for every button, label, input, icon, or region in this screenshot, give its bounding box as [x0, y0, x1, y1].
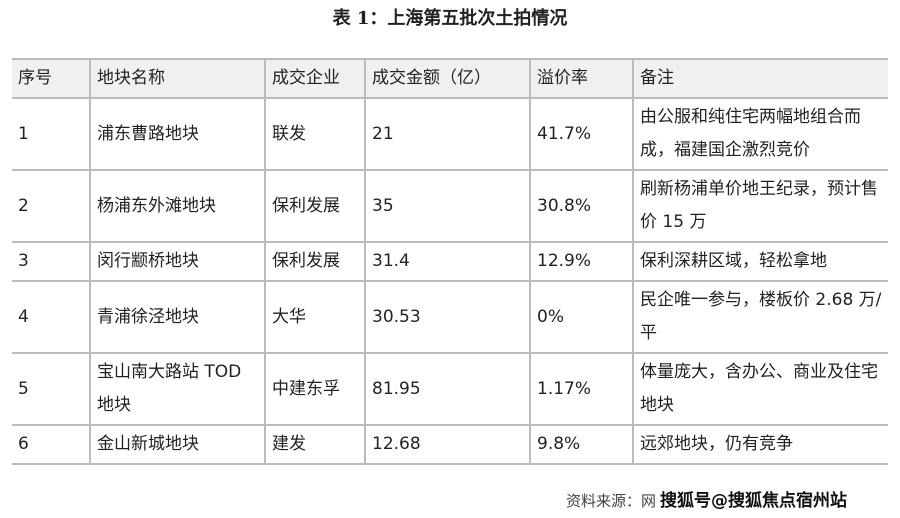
cell-amount: 35 — [364, 169, 530, 243]
cell-notes: 远郊地块，仍有竞争 — [632, 424, 888, 465]
cell-plot-name: 金山新城地块 — [89, 424, 265, 465]
table-row: 3 闵行颛桥地块 保利发展 31.4 12.9% 保利深耕区域，轻松拿地 — [12, 241, 888, 282]
cell-premium: 41.7% — [529, 97, 633, 171]
cell-company: 保利发展 — [264, 241, 365, 282]
header-notes: 备注 — [632, 58, 888, 99]
cell-notes: 刷新杨浦单价地王纪录，预计售价 15 万 — [632, 169, 888, 243]
cell-premium: 9.8% — [529, 424, 633, 465]
watermark: 搜狐号@搜狐焦点宿州站 — [660, 491, 848, 511]
land-auction-table: 序号 地块名称 成交企业 成交金额（亿） 溢价率 备注 1 浦东曹路地块 联发 21 4… — [12, 58, 888, 465]
table-row: 5 宝山南大路站 TOD 地块 中建东孚 81.95 1.17% 体量庞大，含办公、商业及… — [12, 352, 888, 426]
source-note: 资料来源：网 搜狐号@搜狐焦点宿州站 — [566, 486, 847, 511]
cell-company: 建发 — [264, 424, 365, 465]
header-index: 序号 — [12, 58, 90, 99]
cell-amount: 21 — [364, 97, 530, 171]
cell-index: 1 — [12, 97, 90, 171]
cell-index: 2 — [12, 169, 90, 243]
header-amount: 成交金额（亿） — [364, 58, 530, 99]
table-row: 4 青浦徐泾地块 大华 30.53 0% 民企唯一参与，楼板价 2.68 万/平 — [12, 280, 888, 354]
table-row: 1 浦东曹路地块 联发 21 41.7% 由公服和纯住宅两幅地组合而成，福建国企激烈竞价 — [12, 97, 888, 171]
cell-amount: 31.4 — [364, 241, 530, 282]
cell-plot-name: 闵行颛桥地块 — [89, 241, 265, 282]
cell-premium: 1.17% — [529, 352, 633, 426]
cell-notes: 民企唯一参与，楼板价 2.68 万/平 — [632, 280, 888, 354]
cell-amount: 81.95 — [364, 352, 530, 426]
header-company: 成交企业 — [264, 58, 365, 99]
cell-notes: 由公服和纯住宅两幅地组合而成，福建国企激烈竞价 — [632, 97, 888, 171]
header-premium: 溢价率 — [529, 58, 633, 99]
header-plot-name: 地块名称 — [89, 58, 265, 99]
cell-index: 6 — [12, 424, 90, 465]
cell-notes: 保利深耕区域，轻松拿地 — [632, 241, 888, 282]
cell-company: 联发 — [264, 97, 365, 171]
cell-index: 3 — [12, 241, 90, 282]
cell-plot-name: 青浦徐泾地块 — [89, 280, 265, 354]
cell-premium: 30.8% — [529, 169, 633, 243]
cell-index: 4 — [12, 280, 90, 354]
cell-notes: 体量庞大，含办公、商业及住宅地块 — [632, 352, 888, 426]
cell-company: 大华 — [264, 280, 365, 354]
cell-amount: 12.68 — [364, 424, 530, 465]
source-text: 资料来源：网 — [566, 492, 657, 510]
cell-company: 中建东孚 — [264, 352, 365, 426]
table-row: 6 金山新城地块 建发 12.68 9.8% 远郊地块，仍有竞争 — [12, 424, 888, 465]
table-title: 表 1：上海第五批次土拍情况 — [332, 8, 568, 29]
cell-plot-name: 浦东曹路地块 — [89, 97, 265, 171]
cell-premium: 12.9% — [529, 241, 633, 282]
cell-company: 保利发展 — [264, 169, 365, 243]
cell-plot-name: 杨浦东外滩地块 — [89, 169, 265, 243]
cell-amount: 30.53 — [364, 280, 530, 354]
cell-plot-name: 宝山南大路站 TOD 地块 — [89, 352, 265, 426]
cell-index: 5 — [12, 352, 90, 426]
header-row: 序号 地块名称 成交企业 成交金额（亿） 溢价率 备注 — [12, 58, 888, 99]
cell-premium: 0% — [529, 280, 633, 354]
table-row: 2 杨浦东外滩地块 保利发展 35 30.8% 刷新杨浦单价地王纪录，预计售价 15 万 — [12, 169, 888, 243]
